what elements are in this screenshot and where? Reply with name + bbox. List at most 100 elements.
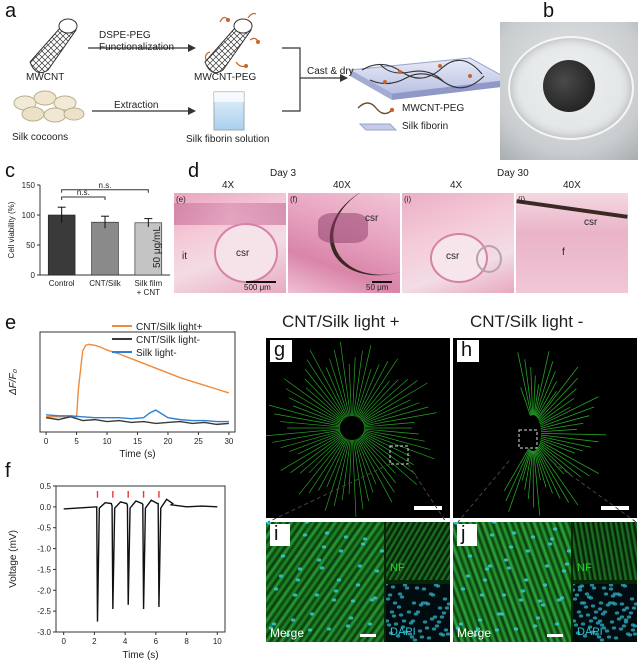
j-nucleus-5 <box>479 593 485 597</box>
g-neurite-33 <box>272 429 341 443</box>
j-dapi-dot-67 <box>601 626 607 630</box>
i-dapi-dot-16 <box>399 595 405 599</box>
i-dapi-dot-7 <box>434 624 440 628</box>
i-nucleus-1 <box>316 558 322 562</box>
chart-c-ytick-label-3: 150 <box>22 181 36 190</box>
panel-h-title: CNT/Silk light - <box>470 312 584 331</box>
g-neurite-34 <box>266 428 341 437</box>
chart-c-xlabel-2-0: Silk film <box>135 279 163 288</box>
i-dapi-dot-5 <box>392 601 398 605</box>
chart-c-ns-1: n.s. <box>77 188 90 197</box>
chart-e-series-2 <box>46 409 229 423</box>
j-dapi-dot-43 <box>609 620 615 624</box>
i-dapi-dot-47 <box>442 597 448 601</box>
g-neurite-51 <box>339 341 351 417</box>
j-dapi-dot-52 <box>574 593 580 597</box>
h-neurite-34 <box>535 449 553 494</box>
h-neurite-39 <box>527 450 533 499</box>
j-dapi-dot-3 <box>601 586 607 590</box>
label-merge-i: Merge <box>270 626 305 640</box>
j-nucleus-40 <box>564 562 570 566</box>
label-csr-i: csr <box>446 251 460 262</box>
g-neurite-30 <box>297 432 342 455</box>
panel-label-a: a <box>5 0 17 22</box>
g-neurite-61 <box>360 379 399 420</box>
silk-cocoons-icon <box>13 90 85 123</box>
label-merge-j: Merge <box>457 626 492 640</box>
label-csr-f: csr <box>365 213 379 224</box>
h-neurite-13 <box>538 388 577 422</box>
panel-label-j: j <box>461 523 466 545</box>
h-neurite-40 <box>524 450 533 490</box>
i-nucleus-30 <box>319 566 325 570</box>
j-dapi-dot-44 <box>598 601 604 605</box>
g-neurite-48 <box>325 367 348 418</box>
chart-c-xlabel-2-1: + CNT <box>137 288 160 297</box>
j-dapi-dot-6 <box>632 632 637 636</box>
i-nucleus-32 <box>307 628 313 632</box>
j-nucleus-3 <box>491 522 497 524</box>
i-nucleus-10 <box>321 545 327 549</box>
i-dapi-dot-58 <box>385 597 391 601</box>
g-neurite-60 <box>359 380 390 419</box>
j-nucleus-33 <box>547 542 553 546</box>
label-mag-1: 4X <box>222 180 235 191</box>
g-neurite-13 <box>356 438 377 485</box>
i-nucleus-15 <box>350 599 356 603</box>
label-mag-3: 4X <box>450 180 463 191</box>
i-nucleus-29 <box>266 522 272 525</box>
g-neurite-12 <box>357 438 393 503</box>
h-neurite-29 <box>538 444 573 477</box>
i-nucleus-26 <box>343 535 349 539</box>
chart-c-ytick-label-2: 100 <box>22 211 36 220</box>
j-dapi-dot-9 <box>599 638 605 642</box>
j-dapi-dot-54 <box>616 617 622 621</box>
i-dapi-dot-50 <box>409 635 415 639</box>
chart-f-xtick-label-1: 2 <box>92 637 97 646</box>
h-neurite-25 <box>540 439 575 454</box>
chart-e-xtick-label-1: 5 <box>74 437 79 446</box>
i-nucleus-18 <box>273 587 279 591</box>
j-dapi-dot-20 <box>606 635 612 639</box>
i-dapi-dot-57 <box>396 605 402 609</box>
chart-c-xlabel-1-0: CNT/Silk <box>89 279 122 288</box>
j-nucleus-42 <box>552 527 558 531</box>
h-neurite-44 <box>503 448 530 491</box>
j-dapi-dot-56 <box>594 632 600 636</box>
h-neurite-17 <box>540 406 595 428</box>
i-dapi-dot-4 <box>403 630 409 634</box>
j-dapi-dot-48 <box>618 627 624 631</box>
j-nucleus-37 <box>523 578 529 582</box>
chart-e-series-0 <box>46 343 230 418</box>
composite-film-icon <box>348 57 512 100</box>
h-neurite-15 <box>539 406 571 425</box>
h-neurite-8 <box>535 371 556 417</box>
h-neurite-35 <box>534 450 547 488</box>
panel-label-h: h <box>461 339 473 361</box>
i-dapi-dot-39 <box>402 583 408 587</box>
i-dapi-dot-13 <box>432 615 438 619</box>
panel-label-d: d <box>188 160 200 182</box>
h-neurite-33 <box>536 448 561 499</box>
j-nucleus-19 <box>513 627 519 631</box>
j-dapi-dot-75 <box>577 588 583 592</box>
j-dapi-dot-30 <box>624 606 630 610</box>
i-dapi-dot-17 <box>388 631 394 635</box>
g-neurite-64 <box>362 382 428 423</box>
j-dapi-dot-62 <box>592 616 598 620</box>
i-nucleus-24 <box>355 583 361 587</box>
g-neurite-31 <box>289 431 341 452</box>
g-neurite-67 <box>363 406 429 426</box>
chart-f-xtick-label-0: 0 <box>61 637 66 646</box>
j-nucleus-43 <box>487 564 493 568</box>
h-neurite-28 <box>539 443 581 478</box>
g-neurite-44 <box>304 378 344 420</box>
i-dapi-dot-14 <box>421 587 427 591</box>
g-neurite-3 <box>363 430 431 450</box>
j-nucleus-41 <box>499 612 505 616</box>
chart-e-xtick-label-5: 25 <box>194 437 203 446</box>
histology-j: (j) csr f <box>516 193 628 293</box>
g-neurite-20 <box>333 439 350 507</box>
j-dapi-dot-26 <box>604 629 610 633</box>
g-neurite-36 <box>280 421 341 428</box>
